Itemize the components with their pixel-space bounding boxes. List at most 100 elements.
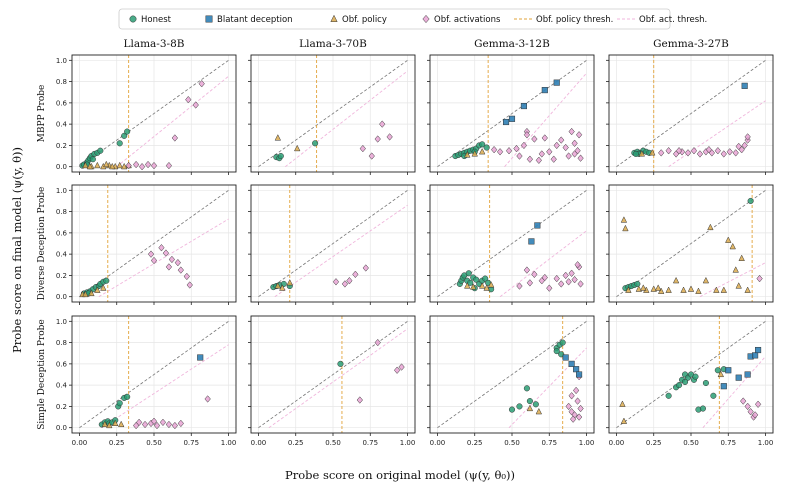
x-tick-label: 0.25: [467, 439, 483, 447]
y-tick-label: 1.0: [56, 57, 67, 65]
point-honest: [702, 379, 709, 387]
panel-r2-c1: 0.00 0.25 0.50 0.75 1.00: [248, 315, 416, 447]
point-honest: [634, 280, 641, 287]
y-tick-label: 0.0: [56, 163, 67, 171]
point-obf-act: [346, 277, 353, 285]
diagonal-line: [437, 59, 587, 168]
point-honest: [747, 197, 754, 205]
point-blatant: [735, 374, 742, 381]
point-obf-act: [159, 418, 167, 427]
point-obf-act: [490, 145, 498, 154]
point-obf-act: [751, 411, 759, 419]
point-obf-policy: [732, 266, 739, 273]
point-obf-act: [386, 133, 393, 141]
x-tick-label: 0.50: [146, 439, 162, 447]
point-obf-act: [168, 255, 176, 264]
point-obf-act: [505, 147, 513, 155]
point-obf-policy: [654, 284, 662, 291]
point-obf-act: [574, 397, 581, 405]
legend-entry-honest: Honest: [129, 15, 172, 25]
point-honest: [676, 382, 683, 389]
point-obf-act: [177, 266, 184, 274]
act-threshold-line: [98, 218, 229, 298]
point-obf-act: [684, 149, 692, 157]
point-obf-act: [558, 136, 565, 144]
point-obf-policy: [471, 150, 478, 157]
point-obf-act: [735, 142, 742, 151]
point-obf-act: [183, 272, 190, 281]
point-obf-act: [186, 281, 193, 289]
diagonal-line: [79, 320, 229, 429]
point-obf-policy: [117, 420, 125, 428]
point-blatant: [553, 79, 560, 86]
point-obf-policy: [695, 287, 702, 294]
legend-frame: [118, 8, 671, 30]
y-tick-label: 0.4: [56, 382, 68, 390]
x-tick-label: 0.50: [683, 439, 699, 447]
diagonal-line: [437, 320, 587, 429]
legend-label-blatant: Blatant deception: [217, 15, 293, 25]
point-obf-act: [574, 261, 581, 269]
point-obf-act: [359, 144, 366, 153]
point-obf-policy: [702, 276, 710, 284]
point-obf-act: [572, 386, 580, 395]
y-tick-label: 0.4: [56, 251, 68, 259]
point-obf-act: [374, 135, 381, 143]
point-blatant: [502, 118, 510, 126]
panel-r1-c3: [606, 184, 774, 305]
x-tick-label: 0.75: [183, 439, 199, 447]
panel-plot-area: [258, 316, 408, 433]
point-obf-act: [150, 256, 158, 265]
point-obf-act: [135, 418, 143, 427]
point-obf-policy: [738, 254, 745, 261]
point-honest: [710, 392, 717, 399]
point-obf-policy: [478, 282, 486, 289]
point-obf-act: [165, 263, 173, 271]
point-obf-policy: [707, 223, 714, 231]
point-honest: [116, 400, 123, 407]
point-obf-policy: [116, 161, 123, 169]
point-obf-policy: [665, 286, 672, 293]
panel-r2-c0: 0.00 0.25 0.50 0.75 1.00 0.0 0.2 0.4 0.6 0.8 1.0 Si…: [37, 315, 237, 447]
point-honest: [483, 144, 490, 151]
point-obf-policy: [112, 419, 119, 426]
act-threshold-line: [504, 72, 587, 167]
point-obf-act: [571, 275, 578, 284]
panel-plot-area: [437, 55, 587, 172]
point-obf-act: [496, 148, 504, 156]
point-obf-act: [553, 274, 560, 283]
point-blatant: [744, 371, 751, 378]
legend-entry-blatant: Blatant deception: [205, 15, 293, 25]
panel-plot-area: [258, 185, 408, 302]
point-obf-act: [577, 154, 584, 162]
point-obf-act: [740, 397, 747, 405]
point-obf-policy: [464, 151, 471, 158]
panel-r1-c1: [248, 184, 416, 305]
panel-plot-area: [437, 185, 587, 302]
point-obf-act: [732, 149, 739, 157]
point-honest: [632, 150, 639, 157]
point-obf-policy: [82, 161, 89, 169]
diagonal-line: [258, 189, 408, 298]
point-obf-act: [720, 150, 727, 158]
point-honest: [103, 277, 110, 284]
point-obf-act: [569, 415, 577, 423]
point-obf-act: [531, 270, 538, 279]
point-obf-act: [575, 131, 583, 139]
point-obf-act: [368, 152, 375, 160]
point-honest: [553, 348, 560, 355]
row-label: Diverse Deception Probe: [37, 187, 47, 301]
point-honest: [312, 140, 319, 147]
point-obf-act: [332, 278, 340, 286]
point-obf-act: [523, 131, 531, 139]
point-obf-policy: [619, 400, 626, 407]
point-obf-policy: [483, 284, 490, 291]
panel-r1-c2: [427, 184, 595, 305]
column-title: Gemma-3-12B: [474, 38, 550, 50]
point-honest: [124, 128, 131, 135]
point-obf-act: [185, 95, 192, 104]
point-honest: [97, 147, 104, 154]
x-tick-label: 0.75: [541, 439, 557, 447]
point-blatant: [197, 354, 204, 361]
